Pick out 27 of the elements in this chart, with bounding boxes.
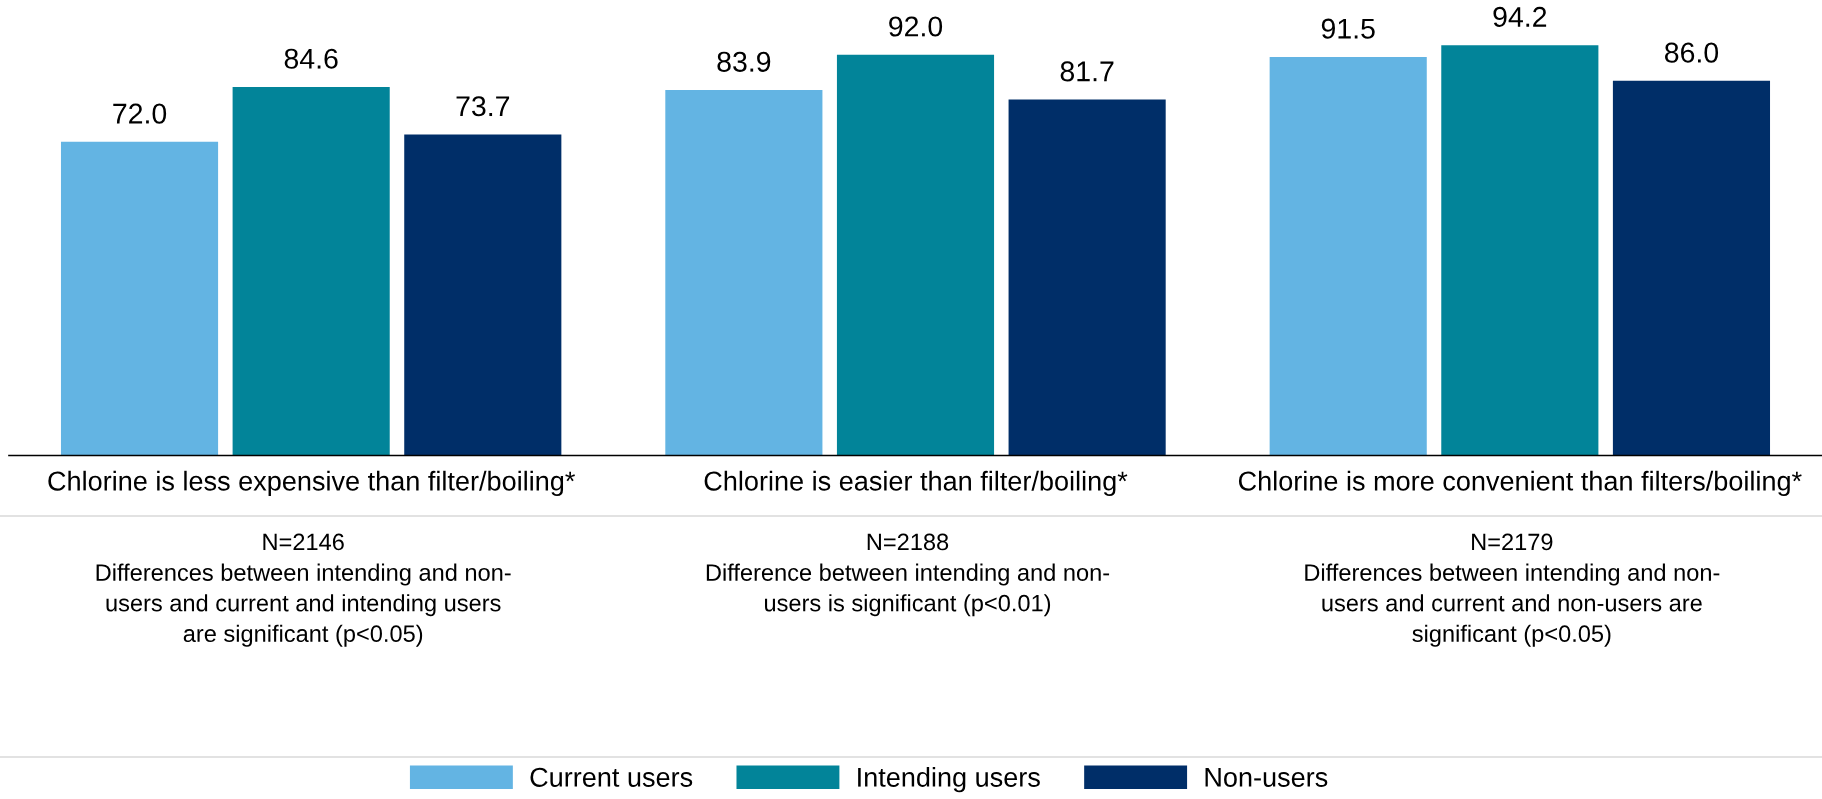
bar bbox=[836, 54, 995, 456]
data-label: 94.2 bbox=[1493, 6, 1547, 28]
data-label: 91.5 bbox=[1321, 18, 1375, 39]
text: N=2146 Differences between intending and non- users and current and intending users are significant (p<0.05) bbox=[96, 533, 511, 647]
data-label: 86.0 bbox=[1665, 42, 1719, 63]
bar bbox=[232, 86, 390, 456]
text: N=2188 Difference between intending and non- users is significant (p<0.01) bbox=[706, 533, 1110, 617]
bar bbox=[1612, 80, 1771, 456]
data-label: 73.7 bbox=[456, 96, 510, 117]
data-label: 92.0 bbox=[889, 16, 943, 37]
legend-label: Current users bbox=[530, 767, 693, 787]
legend-label: Non-users bbox=[1205, 767, 1328, 787]
x-tick-label: Chlorine is less expensive than filter/boiling* bbox=[48, 470, 575, 497]
data-label: 72.0 bbox=[113, 103, 167, 124]
bar bbox=[1269, 56, 1427, 456]
text: N=2179 Differences between intending and non- users and current and non-users are significant (p<0.05) bbox=[1305, 533, 1720, 647]
x-tick-label: Chlorine is easier than filter/boiling* bbox=[704, 470, 1128, 497]
bar bbox=[1008, 99, 1166, 456]
data-label: 81.7 bbox=[1060, 61, 1114, 82]
bar bbox=[665, 90, 823, 456]
bar bbox=[404, 134, 562, 456]
data-label: 83.9 bbox=[717, 51, 771, 72]
bar bbox=[60, 141, 219, 456]
bar bbox=[1441, 45, 1599, 456]
x-tick-label: Chlorine is more convenient than filters/boiling* bbox=[1238, 470, 1802, 497]
data-label: 84.6 bbox=[284, 48, 338, 69]
legend-label: Intending users bbox=[858, 766, 1040, 793]
